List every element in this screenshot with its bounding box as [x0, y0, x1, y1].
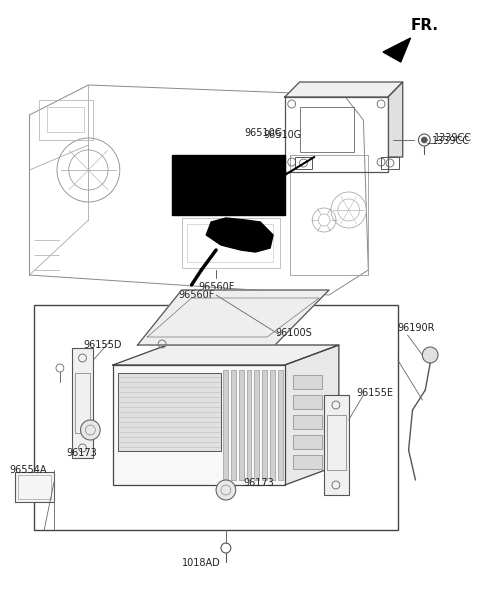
Bar — [254, 370, 259, 480]
Bar — [231, 370, 236, 480]
Text: 96560F: 96560F — [198, 282, 234, 292]
Text: 1339CC: 1339CC — [432, 136, 470, 146]
Text: FR.: FR. — [410, 18, 439, 33]
Text: 96554A: 96554A — [10, 465, 48, 475]
Circle shape — [81, 420, 100, 440]
Bar — [247, 370, 252, 480]
Bar — [295, 157, 312, 169]
Bar — [72, 348, 93, 458]
Bar — [47, 107, 84, 132]
Bar — [118, 373, 221, 451]
Bar — [187, 224, 273, 262]
Polygon shape — [137, 290, 329, 345]
Bar — [113, 365, 285, 485]
Bar — [172, 155, 285, 215]
Text: 1339CC: 1339CC — [434, 133, 472, 143]
Text: 96155E: 96155E — [357, 388, 394, 398]
Bar — [182, 218, 280, 268]
Polygon shape — [285, 82, 403, 97]
Bar — [223, 370, 228, 480]
Bar — [15, 472, 54, 502]
Bar — [324, 395, 348, 495]
Text: 1018AD: 1018AD — [182, 558, 220, 568]
Bar — [293, 375, 322, 389]
Text: 96155D: 96155D — [84, 340, 122, 350]
Bar — [293, 415, 322, 429]
Polygon shape — [383, 38, 410, 62]
Bar — [293, 395, 322, 409]
Text: 96173: 96173 — [67, 448, 97, 458]
Text: 96510G: 96510G — [263, 130, 301, 140]
Text: 96173: 96173 — [243, 478, 275, 488]
Text: 96190R: 96190R — [398, 323, 435, 333]
Bar — [327, 415, 346, 470]
Bar — [381, 157, 399, 169]
Polygon shape — [285, 345, 339, 485]
Bar — [270, 370, 275, 480]
Text: 96100S: 96100S — [275, 328, 312, 338]
Circle shape — [421, 137, 427, 143]
Text: 96560F: 96560F — [178, 290, 215, 300]
Bar — [262, 370, 267, 480]
Bar — [293, 435, 322, 449]
Bar — [285, 97, 388, 172]
Bar — [293, 455, 322, 469]
Bar — [35, 305, 398, 530]
Circle shape — [216, 480, 236, 500]
Polygon shape — [206, 218, 273, 252]
Bar — [39, 100, 93, 140]
Text: 96510G: 96510G — [244, 128, 282, 138]
Bar — [75, 373, 90, 433]
Polygon shape — [388, 82, 403, 157]
Polygon shape — [113, 345, 339, 365]
Bar — [239, 370, 243, 480]
Bar — [300, 107, 354, 152]
Circle shape — [422, 347, 438, 363]
Bar — [18, 475, 51, 499]
Bar — [278, 370, 283, 480]
